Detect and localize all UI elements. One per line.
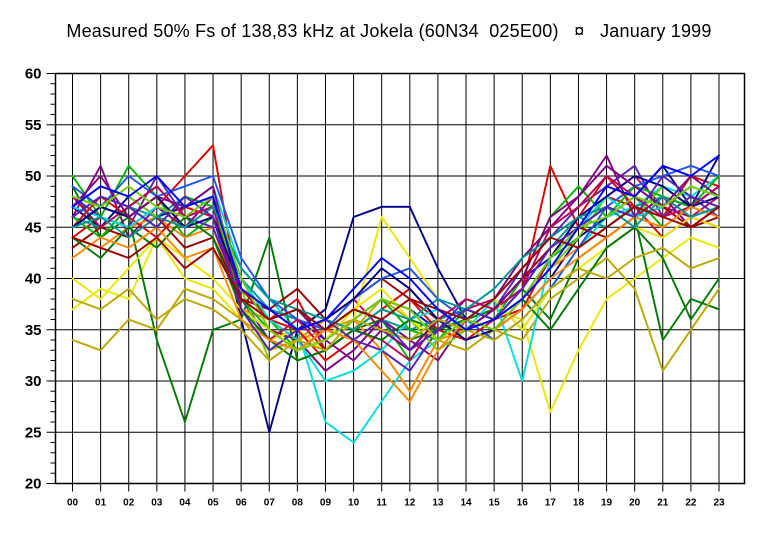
x-tick-label: 09 (320, 498, 332, 509)
series-line-day-25 (71, 205, 720, 403)
series-line-day-06 (71, 216, 720, 413)
series-line-day-07 (71, 154, 720, 434)
y-tick-label: 25 (25, 424, 42, 441)
series-line-day-23 (71, 216, 720, 362)
y-tick-label: 60 (25, 66, 42, 83)
x-tick-label: 20 (629, 498, 641, 509)
x-tick-label: 18 (573, 498, 585, 509)
x-tick-label: 17 (545, 498, 557, 509)
series-line-day-16 (71, 164, 720, 341)
y-tick-label: 45 (25, 219, 42, 236)
x-tick-label: 03 (151, 498, 163, 509)
x-tick-label: 06 (236, 498, 248, 509)
x-tick-label: 01 (95, 498, 107, 509)
y-tick-label: 55 (25, 117, 42, 134)
x-tick-label: 07 (264, 498, 276, 509)
x-tick-label: 05 (207, 498, 219, 509)
chart-title: Measured 50% Fs of 138,83 kHz at Jokela … (66, 21, 712, 41)
series-line-day-13 (71, 164, 720, 372)
series-line-day-26 (71, 195, 720, 331)
x-tick-label: 00 (67, 498, 79, 509)
series-line-day-24 (71, 164, 720, 362)
series-line-day-30 (71, 205, 720, 331)
series-line-day-03 (71, 144, 720, 352)
x-tick-label: 19 (601, 498, 613, 509)
x-tick-label: 08 (292, 498, 304, 509)
x-tick-label: 16 (517, 498, 529, 509)
y-tick-label: 50 (25, 168, 42, 185)
x-tick-label: 22 (685, 498, 697, 509)
y-tick-label: 40 (25, 271, 42, 288)
x-tick-label: 23 (713, 498, 725, 509)
x-tick-label: 10 (348, 498, 360, 509)
x-tick-label: 04 (179, 498, 191, 509)
x-tick-label: 11 (376, 498, 387, 509)
y-tick-label: 35 (25, 322, 42, 339)
series-line-day-31 (71, 154, 720, 331)
plot-frame (54, 72, 746, 485)
x-tick-label: 02 (123, 498, 135, 509)
x-tick-label: 13 (432, 498, 444, 509)
series-line-day-20 (71, 175, 720, 362)
x-tick-label: 12 (404, 498, 416, 509)
y-tick-label: 20 (25, 476, 42, 493)
x-tick-label: 15 (489, 498, 501, 509)
x-tick-label: 21 (657, 498, 669, 509)
x-tick-label: 14 (460, 498, 472, 509)
y-tick-label: 30 (25, 373, 42, 390)
series-line-day-29 (71, 185, 720, 352)
